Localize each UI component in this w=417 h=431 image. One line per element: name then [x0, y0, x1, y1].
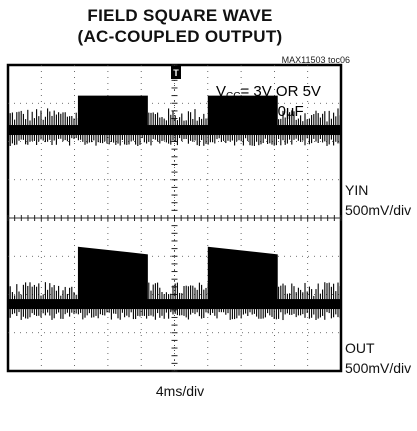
out-label: OUT — [345, 340, 375, 356]
yin-label: YIN — [345, 182, 369, 198]
figure-code: MAX11503 toc06 — [281, 55, 350, 65]
time-scale-label: 4ms/div — [155, 383, 205, 399]
trace-pulse — [207, 95, 278, 131]
trigger-marker: T — [171, 66, 181, 79]
cout-value: = 220µF — [248, 103, 304, 120]
trace-band — [8, 299, 341, 310]
yin-scale: 500mV/div — [345, 202, 412, 218]
vcc-value: = 3V OR 5V — [240, 83, 320, 100]
scope-grid — [7, 64, 342, 372]
trace-pulse — [77, 95, 148, 131]
trace-pulse — [207, 246, 278, 305]
trace-out — [7, 246, 341, 321]
chart-subtitle: (AC-COUPLED OUTPUT) — [77, 27, 283, 46]
scope-traces — [7, 95, 341, 321]
out-scale: 500mV/div — [345, 360, 412, 376]
trace-band — [8, 125, 341, 136]
trigger-label: T — [173, 68, 179, 78]
trace-pulse — [77, 246, 148, 305]
chart-title: FIELD SQUARE WAVE — [87, 6, 273, 25]
vcc-condition: VCC= 3V OR 5V — [216, 83, 321, 102]
trace-yin — [7, 95, 341, 147]
